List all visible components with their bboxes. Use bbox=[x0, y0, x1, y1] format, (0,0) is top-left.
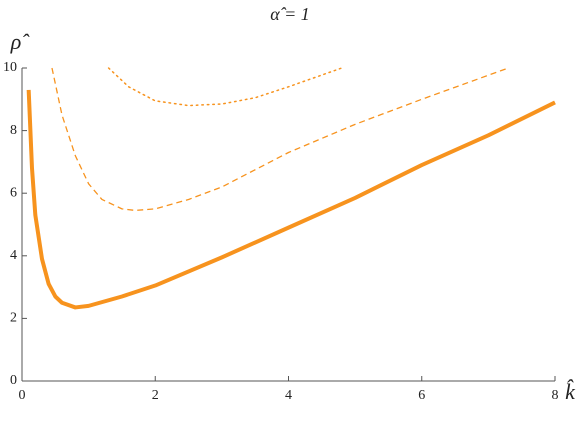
y-tick-label: 4 bbox=[10, 248, 17, 263]
series-line bbox=[107, 67, 343, 107]
y-tick-label: 2 bbox=[10, 311, 17, 326]
x-tick-label: 4 bbox=[285, 388, 292, 403]
y-tick-label: 0 bbox=[10, 373, 17, 388]
series-line bbox=[51, 67, 509, 212]
x-tick-label: 0 bbox=[19, 388, 26, 403]
y-tick-label: 8 bbox=[10, 123, 17, 138]
x-tick-label: 8 bbox=[552, 388, 559, 403]
x-tick-label: 6 bbox=[418, 388, 425, 403]
x-axis-label: k̂ bbox=[565, 379, 576, 404]
y-tick-label: 10 bbox=[3, 60, 17, 75]
series-line bbox=[26, 89, 556, 310]
y-tick-label: 6 bbox=[10, 185, 17, 200]
chart-title: α̂ = 1 bbox=[270, 4, 310, 24]
y-axis-label: ρ̂ bbox=[10, 29, 31, 54]
x-tick-label: 2 bbox=[152, 388, 159, 403]
